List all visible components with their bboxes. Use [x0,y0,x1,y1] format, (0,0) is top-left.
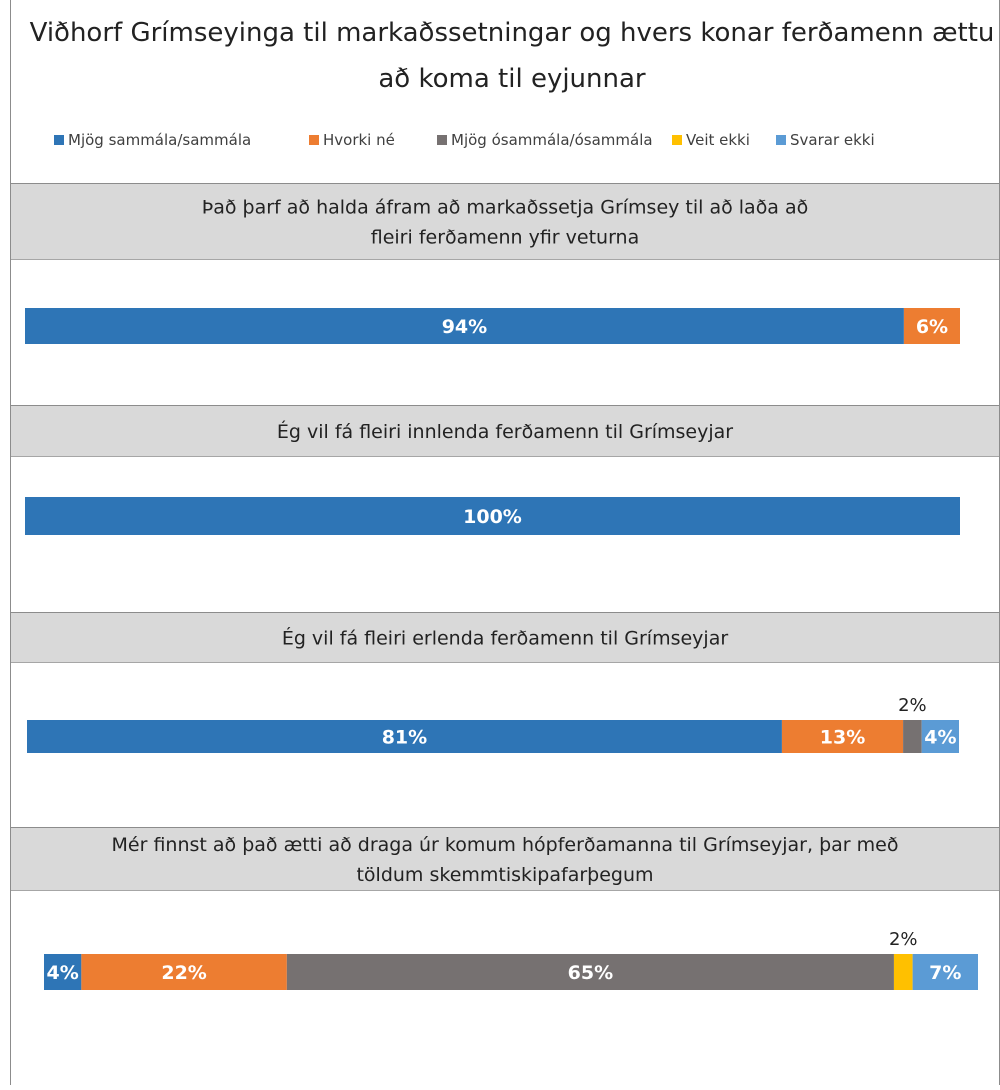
legend-label: Svarar ekki [790,131,875,149]
data-label: 13% [820,727,865,749]
data-label: 2% [889,929,918,950]
bar-segment [903,308,960,344]
legend-swatch [437,135,447,145]
question-header-bg [11,827,999,891]
question-panel: Mér finnst að það ætti að draga úr komum… [11,827,999,990]
question-panel: Ég vil fá fleiri innlenda ferðamenn til … [11,405,999,535]
data-label: 7% [929,962,961,984]
bar-segment [25,497,960,535]
bar-segment [781,720,904,753]
data-label: 4% [47,962,79,984]
bar-segment [893,954,913,990]
question-label: Ég vil fá fleiri erlenda ferðamenn til G… [282,627,729,650]
data-label: 2% [898,695,927,716]
legend-swatch [672,135,682,145]
data-label: 4% [924,727,956,749]
question-label: fleiri ferðamenn yfir veturna [371,227,640,249]
legend: Mjög sammála/sammála Hvorki né Mjög ósammá… [54,131,875,149]
data-label: 6% [916,316,948,338]
legend-label: Mjög sammála/sammála [68,131,251,149]
legend-label: Mjög ósammála/ósammála [451,131,653,149]
legend-label: Hvorki né [323,131,395,149]
legend-label: Veit ekki [686,131,750,149]
bar-segment [27,720,782,753]
question-panels: Það þarf að halda áfram að markaðssetja … [11,183,999,990]
question-panel: Ég vil fá fleiri erlenda ferðamenn til G… [11,612,999,753]
question-panel: Það þarf að halda áfram að markaðssetja … [11,183,999,344]
data-label: 81% [382,727,427,749]
data-label: 94% [442,316,487,338]
question-header-bg [11,405,999,457]
bar-segment [44,954,82,990]
question-label: Það þarf að halda áfram að markaðssetja … [202,197,809,219]
bar-segment [903,720,922,753]
legend-swatch [776,135,786,145]
legend-swatch [54,135,64,145]
question-label: Mér finnst að það ætti að draga úr komum… [112,834,899,856]
question-header-bg [11,612,999,663]
data-label: 100% [463,506,522,528]
data-label: 22% [161,962,206,984]
question-label: Ég vil fá fleiri innlenda ferðamenn til … [277,420,733,443]
legend-swatch [309,135,319,145]
bar-segment [286,954,894,990]
bar-segment [25,308,904,344]
question-header-bg [11,183,999,260]
chart-title-line-1: Viðhorf Grímseyinga til markaðssetningar… [30,18,995,48]
question-label: töldum skemmtiskipafarþegum [356,864,653,886]
bar-segment [81,954,287,990]
bar-segment [921,720,959,753]
bar-segment [912,954,978,990]
data-label: 65% [568,962,613,984]
chart-title-line-2: að koma til eyjunnar [378,64,646,94]
